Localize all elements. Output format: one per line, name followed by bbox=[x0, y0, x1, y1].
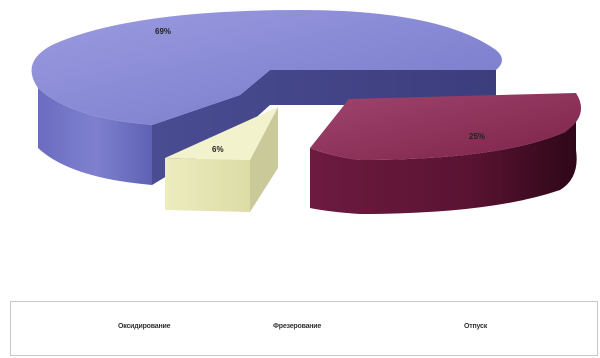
slice-milling bbox=[165, 107, 278, 160]
legend-entry-milling: Фрезерование bbox=[273, 323, 322, 330]
slice-tempering bbox=[310, 93, 582, 160]
slice-milling-front bbox=[165, 158, 250, 212]
slice-milling-side bbox=[250, 107, 278, 212]
data-label-oxidation: 69% bbox=[155, 27, 171, 36]
legend-entry-oxidation: Оксидирование bbox=[118, 323, 171, 330]
data-label-tempering: 25% bbox=[469, 132, 485, 141]
slice-oxidation-outer-side bbox=[38, 88, 152, 185]
legend: Оксидирование Фрезерование Отпуск bbox=[10, 301, 598, 356]
legend-entry-tempering: Отпуск bbox=[464, 323, 488, 330]
slice-oxidation bbox=[31, 10, 503, 125]
data-label-milling: 6% bbox=[212, 145, 224, 154]
slice-tempering-side bbox=[310, 93, 577, 214]
